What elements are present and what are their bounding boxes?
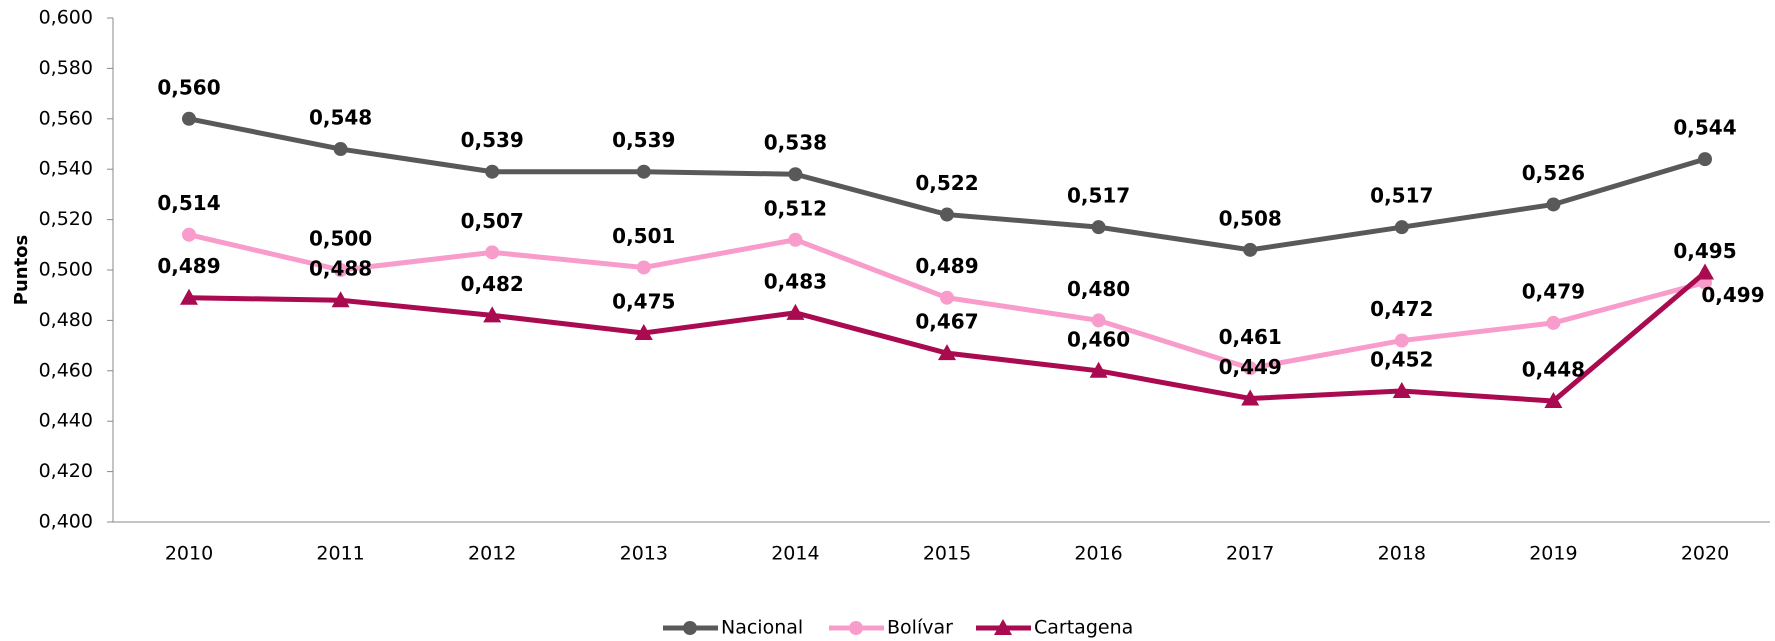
point xyxy=(483,306,502,323)
point xyxy=(1089,361,1108,378)
x-tick-label: 2011 xyxy=(316,543,364,565)
data-label: 0,452 xyxy=(1370,347,1433,371)
data-label: 0,467 xyxy=(915,310,978,334)
y-tick-label: 0,560 xyxy=(39,107,93,129)
data-label: 0,508 xyxy=(1219,206,1282,230)
point xyxy=(485,164,500,179)
y-tick-label: 0,480 xyxy=(39,309,93,331)
x-tick-label: 2012 xyxy=(468,543,516,565)
point xyxy=(1546,197,1561,212)
x-tick-label: 2013 xyxy=(620,543,668,565)
x-tick-label: 2019 xyxy=(1529,543,1577,565)
data-label: 0,544 xyxy=(1673,116,1736,140)
y-axis-title: Puntos xyxy=(11,235,32,306)
data-label: 0,560 xyxy=(157,75,220,99)
point xyxy=(333,142,348,157)
data-label: 0,472 xyxy=(1370,297,1433,321)
point xyxy=(1091,313,1106,328)
x-tick-label: 2014 xyxy=(771,543,819,565)
point xyxy=(1243,242,1258,257)
data-label: 0,499 xyxy=(1701,283,1764,307)
point xyxy=(333,263,348,277)
data-label: 0,539 xyxy=(612,128,675,152)
legend-label: Cartagena xyxy=(1034,617,1133,639)
legend-marker xyxy=(683,621,697,635)
data-label: 0,500 xyxy=(309,227,372,251)
data-label: 0,526 xyxy=(1522,161,1585,185)
data-label: 0,480 xyxy=(1067,277,1130,301)
point xyxy=(940,207,954,222)
point xyxy=(938,344,956,361)
legend-label: Bolívar xyxy=(887,617,953,639)
y-tick-label: 0,460 xyxy=(39,359,93,381)
point xyxy=(331,291,350,308)
legend-marker xyxy=(994,619,1012,635)
y-tick-label: 0,540 xyxy=(39,158,93,180)
point xyxy=(1696,263,1714,280)
point xyxy=(1394,333,1409,348)
x-tick-label: 2017 xyxy=(1226,543,1274,565)
point xyxy=(1243,361,1258,376)
y-tick-label: 0,500 xyxy=(39,259,93,281)
data-label: 0,514 xyxy=(157,191,220,215)
y-tick-label: 0,440 xyxy=(39,410,93,432)
y-tick-label: 0,520 xyxy=(39,208,93,230)
point xyxy=(1698,152,1712,167)
y-tick-label: 0,600 xyxy=(39,7,93,29)
x-tick-label: 2020 xyxy=(1681,543,1729,565)
data-label: 0,548 xyxy=(309,106,372,130)
data-label: 0,461 xyxy=(1219,325,1282,349)
data-label: 0,482 xyxy=(461,272,524,296)
point xyxy=(1544,392,1563,409)
point xyxy=(1241,389,1260,406)
point xyxy=(182,227,196,242)
x-tick-label: 2018 xyxy=(1378,543,1426,565)
y-tick-label: 0,400 xyxy=(39,511,93,533)
point xyxy=(1091,220,1106,235)
data-label: 0,488 xyxy=(309,257,372,281)
data-label: 0,483 xyxy=(764,269,827,293)
data-label: 0,489 xyxy=(157,254,220,278)
x-tick-label: 2016 xyxy=(1074,543,1122,565)
data-label: 0,479 xyxy=(1522,279,1585,303)
point xyxy=(1394,220,1409,235)
x-tick-label: 2010 xyxy=(165,543,213,565)
data-label: 0,507 xyxy=(461,209,524,233)
point xyxy=(636,260,651,275)
x-tick-label: 2015 xyxy=(923,543,971,565)
point xyxy=(1392,381,1411,398)
data-label: 0,475 xyxy=(612,290,675,314)
data-label: 0,495 xyxy=(1673,239,1736,263)
legend-marker xyxy=(849,621,863,635)
data-label: 0,448 xyxy=(1522,358,1585,382)
data-label: 0,522 xyxy=(915,171,978,195)
data-label: 0,539 xyxy=(461,128,524,152)
data-label: 0,449 xyxy=(1219,355,1282,379)
data-label: 0,460 xyxy=(1067,327,1130,351)
data-label: 0,512 xyxy=(764,196,827,220)
point xyxy=(180,288,198,305)
data-label: 0,489 xyxy=(915,254,978,278)
data-label: 0,517 xyxy=(1370,184,1433,208)
data-label: 0,501 xyxy=(612,224,675,248)
y-tick-label: 0,580 xyxy=(39,57,93,79)
point xyxy=(1546,315,1561,330)
point xyxy=(634,324,653,340)
point xyxy=(636,164,651,179)
y-tick-label: 0,420 xyxy=(39,460,93,482)
data-label: 0,538 xyxy=(764,131,827,155)
point xyxy=(940,290,954,305)
data-label: 0,517 xyxy=(1067,184,1130,208)
point xyxy=(788,232,803,247)
point xyxy=(485,245,500,260)
point xyxy=(182,111,196,126)
legend-label: Nacional xyxy=(721,617,803,639)
point xyxy=(788,167,803,182)
point xyxy=(786,303,805,320)
